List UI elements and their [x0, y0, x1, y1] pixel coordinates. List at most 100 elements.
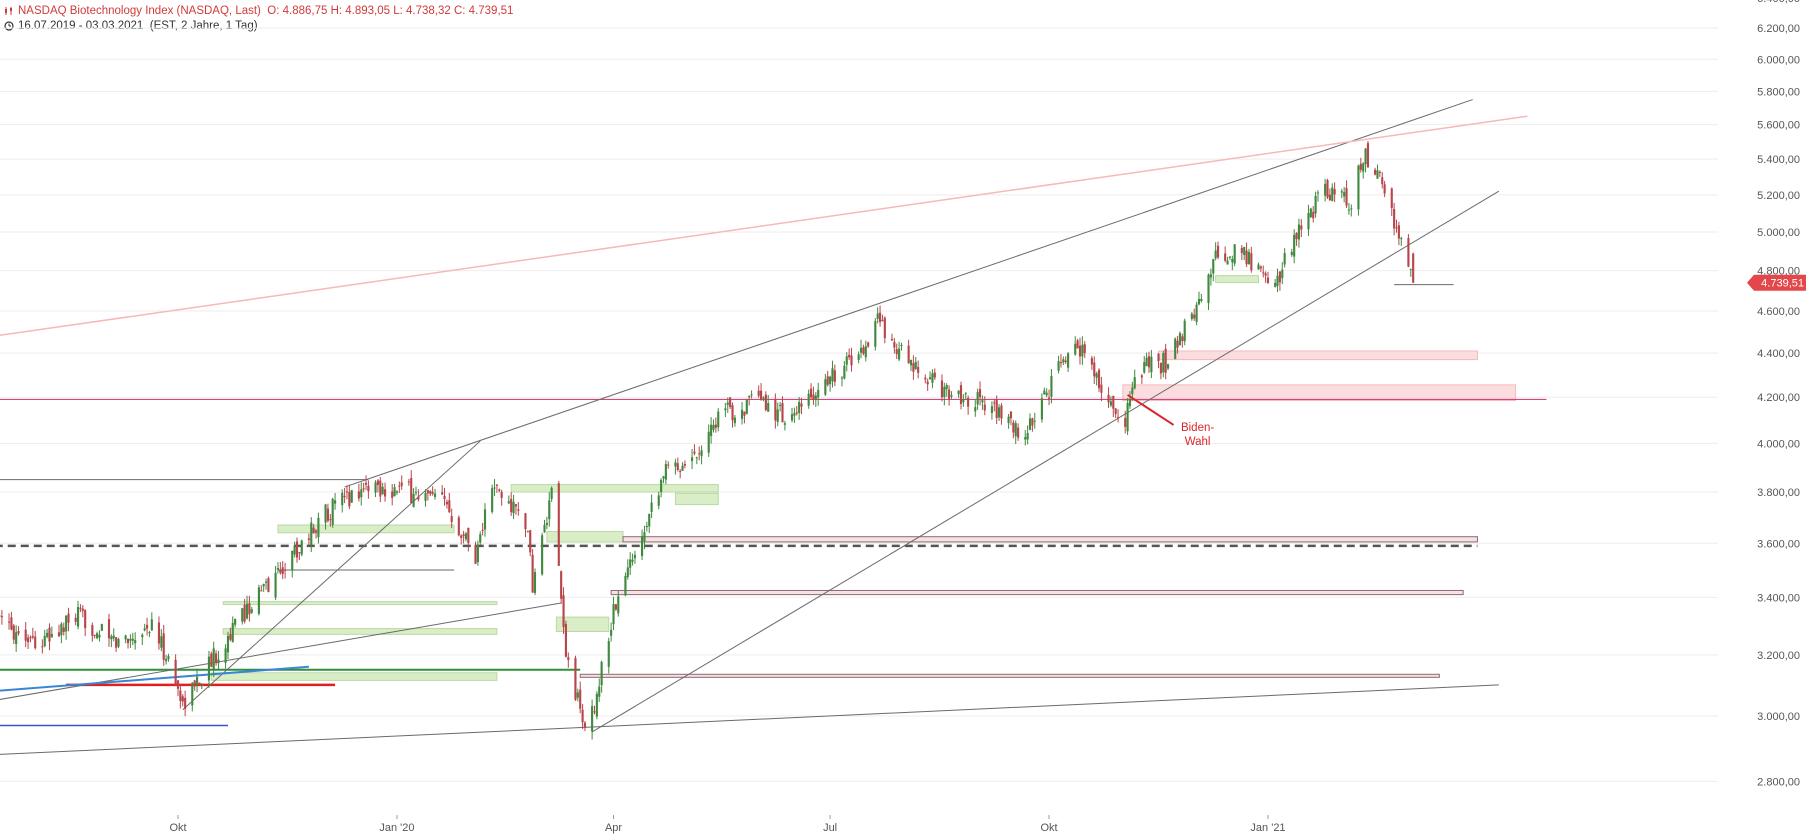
candle-body [195, 676, 199, 684]
candle-body [1097, 369, 1101, 389]
candle-body [1026, 433, 1029, 440]
candle-body [631, 559, 634, 562]
candle-body [1133, 377, 1136, 389]
candle-body [1214, 250, 1217, 259]
candle-body [600, 661, 603, 686]
candle-body [414, 491, 418, 493]
candle-body [895, 349, 898, 355]
candle-body [807, 393, 810, 406]
candle-body [733, 417, 736, 424]
candle-body [1095, 373, 1098, 378]
candle-body [17, 630, 20, 634]
y-tick-label: 5.200,00 [1757, 190, 1800, 202]
candle-body [928, 377, 932, 380]
candle-body [450, 516, 453, 523]
candle-body [24, 629, 27, 641]
y-tick-label: 4.800,00 [1757, 266, 1800, 278]
candle-body [226, 635, 230, 653]
candle-body [229, 634, 232, 640]
candle-body [400, 482, 403, 486]
candle-body [976, 392, 979, 405]
candle-body [184, 697, 187, 709]
candle-body [1276, 275, 1279, 286]
candle-body [383, 489, 387, 497]
candle-body [1043, 390, 1046, 395]
candle-body [1333, 189, 1336, 195]
candle-body [679, 471, 682, 473]
chart-header-title: NASDAQ Biotechnology Index (NASDAQ, Last… [4, 5, 513, 19]
candle-body [541, 535, 544, 575]
candle-body [460, 535, 463, 539]
candle-body [310, 522, 313, 546]
candle-body [693, 451, 696, 454]
candle-body [1000, 405, 1003, 419]
candle-body [50, 634, 53, 638]
candle-body [779, 404, 782, 406]
candle-body [550, 487, 553, 499]
candle-body [1178, 333, 1182, 346]
candle-body [1050, 375, 1053, 397]
candle-body [1076, 340, 1079, 349]
candle-body [217, 659, 220, 664]
candle-body [700, 450, 703, 457]
candle-body [117, 639, 120, 647]
candle-body [0, 615, 1, 617]
candle-body [100, 623, 103, 631]
candle-body [648, 513, 651, 527]
candle-body [893, 341, 896, 348]
candle-body [943, 386, 946, 398]
candle-body [141, 634, 144, 638]
candle-body [367, 485, 370, 492]
candle-body [279, 570, 282, 573]
instrument-title: NASDAQ Biotechnology Index (NASDAQ, Last… [18, 5, 261, 17]
candle-body [909, 359, 913, 366]
annotation-label: Wahl [1185, 436, 1211, 448]
candle-body [562, 595, 565, 627]
candle-body [124, 635, 127, 640]
clock-icon [4, 21, 14, 34]
candle-body [350, 490, 353, 503]
candle-body [945, 385, 948, 390]
candle-body [1366, 143, 1370, 168]
candle-body [148, 632, 151, 634]
candle-body [690, 457, 694, 462]
candle-body [29, 637, 32, 639]
green-zone [222, 601, 498, 606]
candle-body [624, 575, 627, 596]
candle-body [1395, 227, 1398, 229]
candle-body [284, 569, 287, 571]
candle-body [234, 618, 237, 625]
candle-body [26, 637, 30, 643]
candle-body [933, 372, 936, 378]
candle-body [1124, 418, 1127, 427]
y-tick-label: 4.200,00 [1757, 392, 1800, 404]
candle-body [34, 636, 37, 649]
candle-body [1107, 394, 1110, 403]
green-zone [674, 492, 719, 506]
candle-body [543, 524, 546, 533]
candle-body [31, 635, 34, 638]
candle-body [1164, 348, 1167, 373]
candle-body [317, 517, 320, 538]
candle-body [1045, 392, 1048, 396]
candle-body [1074, 343, 1077, 355]
candle-body [150, 619, 153, 631]
candle-body [348, 491, 351, 507]
y-tick-label: 6.200,00 [1757, 23, 1800, 35]
chart-candles [0, 140, 1415, 740]
candle-body [200, 684, 203, 686]
candle-body [1409, 268, 1412, 270]
candle-body [767, 403, 770, 412]
candle-body [948, 389, 951, 399]
candle-body [1216, 245, 1220, 258]
candle-body [529, 530, 532, 553]
candle-body [1357, 165, 1360, 210]
candle-body [817, 389, 820, 398]
candle-body [360, 489, 363, 498]
candle-body [629, 559, 632, 568]
x-axis: Okt Jan '20 Apr Jul Okt Jan '21 [169, 815, 1286, 834]
candle-body [981, 400, 984, 403]
candle-body [1081, 344, 1084, 357]
candle-body [307, 538, 310, 540]
